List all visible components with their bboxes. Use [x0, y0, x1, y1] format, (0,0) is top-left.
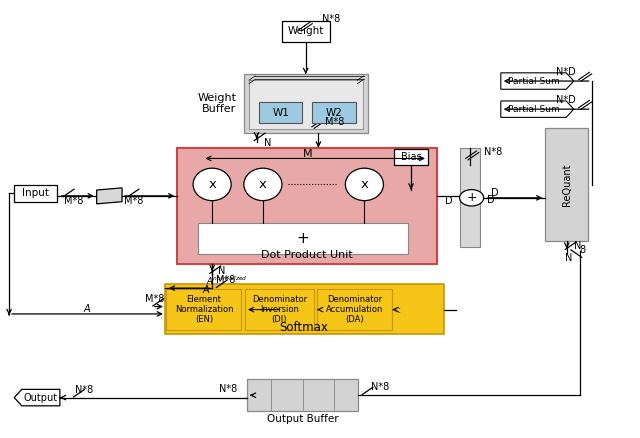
- Text: x: x: [259, 178, 267, 191]
- Text: N*8: N*8: [75, 385, 93, 395]
- Text: x: x: [360, 178, 369, 191]
- Text: Partial Sum: Partial Sum: [508, 77, 560, 85]
- Text: Dot Product Unit: Dot Product Unit: [261, 250, 353, 260]
- Text: x: x: [208, 178, 216, 191]
- Text: Element
Normalization
(EN): Element Normalization (EN): [175, 295, 233, 325]
- Text: Bias: Bias: [401, 152, 421, 162]
- Text: +: +: [467, 191, 477, 204]
- Text: N: N: [575, 241, 582, 251]
- Text: D: D: [445, 196, 452, 206]
- Text: N: N: [565, 253, 573, 263]
- Text: M*8: M*8: [216, 276, 236, 286]
- Text: M*8: M*8: [124, 196, 143, 206]
- FancyBboxPatch shape: [259, 102, 302, 123]
- Text: W1: W1: [272, 108, 289, 118]
- FancyBboxPatch shape: [312, 102, 356, 123]
- Polygon shape: [14, 389, 60, 406]
- Text: W2: W2: [326, 108, 342, 118]
- Text: M*8: M*8: [145, 294, 164, 304]
- Text: Softmax: Softmax: [280, 321, 328, 334]
- Text: Output Buffer: Output Buffer: [267, 414, 339, 424]
- Ellipse shape: [193, 168, 231, 201]
- Text: N*8: N*8: [371, 382, 389, 392]
- FancyBboxPatch shape: [14, 185, 58, 202]
- Text: +: +: [296, 231, 309, 246]
- Text: Denominator
Inversion
(DI): Denominator Inversion (DI): [252, 295, 307, 325]
- Text: 8: 8: [579, 245, 586, 255]
- Text: Partial Sum: Partial Sum: [508, 105, 560, 113]
- Ellipse shape: [346, 168, 383, 201]
- Circle shape: [460, 190, 484, 206]
- Text: A: A: [202, 285, 209, 295]
- FancyBboxPatch shape: [282, 21, 330, 42]
- FancyBboxPatch shape: [394, 148, 429, 165]
- FancyBboxPatch shape: [460, 148, 480, 247]
- Text: ReQuant: ReQuant: [562, 163, 572, 206]
- Text: Input: Input: [22, 188, 49, 198]
- Text: N*8: N*8: [321, 14, 340, 24]
- FancyBboxPatch shape: [245, 289, 314, 330]
- Text: D: D: [492, 188, 499, 198]
- Text: N*8: N*8: [484, 147, 502, 157]
- Text: M*8: M*8: [324, 117, 344, 127]
- FancyBboxPatch shape: [164, 284, 444, 334]
- Text: Denominator
Accumulation
(DA): Denominator Accumulation (DA): [326, 295, 383, 325]
- Text: N*D: N*D: [556, 67, 576, 77]
- Text: N*8: N*8: [220, 384, 237, 394]
- Text: Weight
Buffer: Weight Buffer: [197, 92, 236, 114]
- FancyBboxPatch shape: [166, 289, 241, 330]
- Polygon shape: [501, 101, 574, 117]
- FancyBboxPatch shape: [198, 223, 408, 254]
- Ellipse shape: [244, 168, 282, 201]
- Text: D: D: [488, 195, 495, 205]
- Text: $A^{normalized}$: $A^{normalized}$: [206, 275, 248, 287]
- FancyBboxPatch shape: [249, 80, 362, 129]
- Text: N*D: N*D: [556, 95, 576, 105]
- FancyBboxPatch shape: [177, 148, 437, 265]
- Text: A: A: [84, 304, 90, 314]
- Text: Weight: Weight: [287, 26, 324, 36]
- FancyBboxPatch shape: [317, 289, 392, 330]
- Text: N: N: [264, 138, 271, 148]
- Text: M*8: M*8: [63, 196, 83, 206]
- FancyBboxPatch shape: [545, 128, 588, 240]
- Text: Output: Output: [23, 392, 57, 403]
- Polygon shape: [97, 188, 122, 204]
- Text: :: :: [398, 304, 401, 314]
- Polygon shape: [501, 73, 574, 89]
- FancyBboxPatch shape: [247, 379, 358, 411]
- FancyBboxPatch shape: [244, 74, 367, 133]
- Text: M: M: [303, 149, 312, 159]
- Text: N: N: [218, 266, 226, 276]
